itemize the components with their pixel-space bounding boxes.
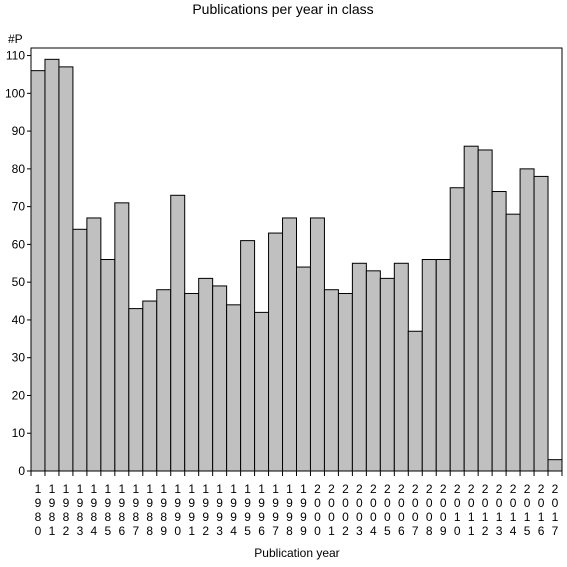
y-tick-label: 60: [12, 237, 26, 251]
bar-2017: [547, 459, 563, 472]
y-tick-label: 0: [18, 464, 25, 478]
bar-2000: [309, 217, 325, 472]
x-axis: 1 9 8 0 1 9 8 1 1 9 8 2 1 9 8 3 1 9 8 4 1 9 8 5 1 9 8 6 1 9 8 7 1 9 8 8 1 9 8 9…: [30, 471, 563, 538]
bar-1984: [86, 217, 102, 472]
bar-1999: [296, 266, 311, 472]
bar-2003: [351, 262, 367, 472]
bar-2016: [533, 175, 549, 472]
bar-1991: [184, 292, 200, 472]
bar-2009: [435, 259, 451, 472]
bar-1996: [254, 311, 270, 472]
y-tick-label: 30: [12, 351, 26, 365]
x-axis-label: Publication year: [254, 546, 339, 560]
y-tick-label: 110: [6, 49, 25, 63]
bar-2013: [491, 191, 507, 472]
bar-2005: [379, 277, 395, 472]
bar-1982: [58, 66, 74, 472]
y-tick-label: 70: [12, 200, 26, 214]
bar-2010: [449, 187, 465, 472]
chart-title: Publications per year in class: [192, 1, 373, 17]
bar-2006: [393, 262, 409, 472]
bar-1997: [268, 232, 284, 472]
bar-1986: [114, 202, 130, 472]
bar-1994: [226, 304, 242, 472]
y-tick-label: 50: [12, 275, 26, 289]
bar-1992: [198, 277, 214, 472]
y-axis: 0 10 20 30 40 50 60 70 80 90 100 110: [5, 49, 31, 478]
bar-1990: [170, 194, 186, 472]
bar-2014: [505, 213, 521, 472]
bar-1993: [212, 285, 228, 472]
bar-2001: [323, 289, 339, 472]
bar-2002: [337, 292, 353, 472]
plot-frame: [30, 47, 563, 472]
bar-1987: [128, 308, 144, 472]
bar-2008: [421, 259, 437, 472]
bars-group: [30, 58, 563, 472]
bar-2015: [519, 168, 535, 472]
bar-1989: [156, 289, 172, 472]
bar-1983: [72, 228, 88, 472]
y-axis-label: #P: [8, 32, 23, 46]
bar-2012: [477, 149, 493, 472]
bar-2011: [463, 145, 479, 472]
y-tick-label: 10: [12, 426, 26, 440]
bar-2007: [407, 330, 423, 472]
bar-1988: [142, 300, 158, 472]
bar-1980: [30, 70, 46, 472]
y-tick-label: 40: [12, 313, 26, 327]
y-tick-label: 100: [5, 86, 25, 100]
y-tick-label: 90: [12, 124, 26, 138]
bar-1981: [44, 58, 60, 472]
bar-1998: [282, 217, 297, 472]
y-tick-label: 20: [12, 388, 26, 402]
bar-1985: [100, 259, 116, 472]
bar-2004: [365, 270, 381, 472]
bar-1995: [240, 240, 256, 472]
y-tick-label: 80: [12, 162, 26, 176]
